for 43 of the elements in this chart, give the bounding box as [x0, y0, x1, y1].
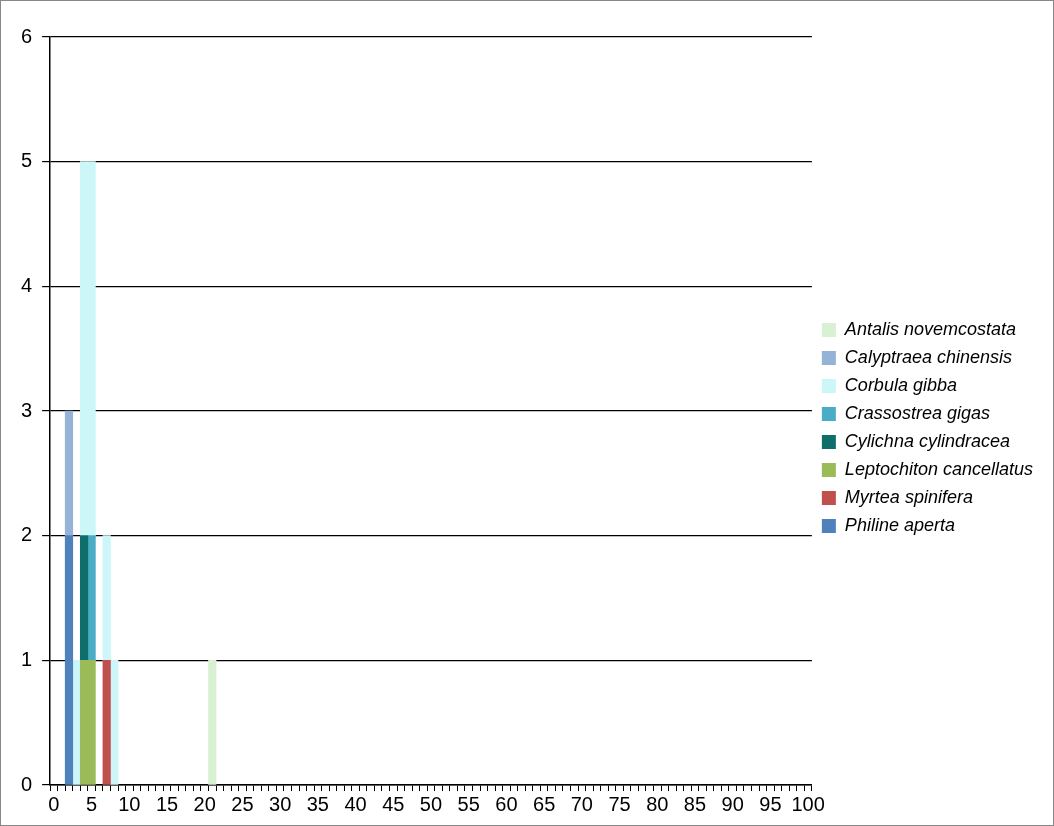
x-tick-label: 15 [155, 792, 179, 815]
x-tick-label: 25 [231, 792, 254, 815]
y-tick-label: 2 [21, 523, 33, 546]
x-tick-label: 90 [721, 792, 744, 815]
bar [64, 410, 74, 536]
y-tick-label: 3 [21, 398, 33, 421]
x-tick-label: 20 [193, 792, 216, 815]
legend-label: Leptochiton cancellatus [844, 459, 1034, 479]
legend-label: Antalis novemcostata [843, 319, 1016, 339]
legend-label: Corbula gibba [844, 375, 957, 395]
x-tick-label: 5 [86, 792, 98, 815]
x-tick-label: 65 [533, 792, 556, 815]
y-tick-label: 6 [21, 24, 33, 47]
bar [64, 535, 74, 785]
bar [79, 535, 89, 661]
x-tick-label: 60 [495, 792, 518, 815]
y-tick-label: 0 [21, 772, 33, 795]
y-tick-label: 5 [21, 149, 33, 172]
x-tick-label: 70 [570, 792, 593, 815]
legend-label: Myrtea spinifera [844, 487, 973, 507]
y-tick-label: 1 [21, 647, 33, 670]
x-tick-label: 45 [382, 792, 405, 815]
bar [102, 660, 111, 785]
bar [102, 535, 111, 661]
x-tick-label: 80 [646, 792, 669, 815]
x-tick-label: 10 [118, 792, 141, 815]
x-tick-label: 100 [791, 792, 825, 815]
bar [208, 660, 217, 785]
x-tick-label: 55 [457, 792, 480, 815]
x-tick-label: 75 [608, 792, 631, 815]
legend-label: Calyptraea chinensis [844, 347, 1012, 367]
x-tick-label: 35 [306, 792, 329, 815]
legend-label: Cylichna cylindracea [844, 431, 1010, 451]
x-tick-label: 40 [344, 792, 367, 815]
x-tick-label: 0 [48, 792, 60, 815]
x-tick-label: 95 [759, 792, 782, 815]
legend-label: Crassostrea gigas [844, 403, 990, 423]
bar [87, 535, 96, 661]
x-tick-label: 30 [269, 792, 292, 815]
x-tick-label: 50 [419, 792, 443, 815]
y-tick-label: 4 [21, 273, 33, 296]
legend-label: Philine aperta [844, 515, 955, 535]
x-tick-label: 85 [683, 792, 707, 815]
